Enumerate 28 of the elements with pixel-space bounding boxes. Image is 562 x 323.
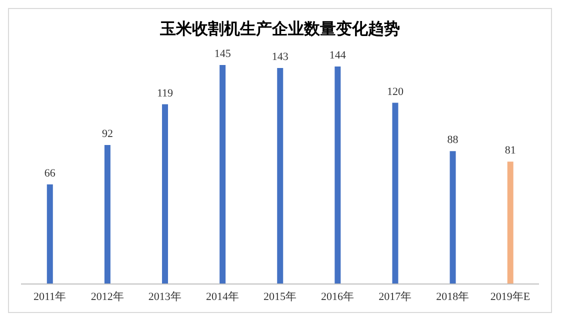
x-tick-label: 2018年 xyxy=(436,290,470,303)
bar xyxy=(392,102,398,284)
x-tick-label: 2019年E xyxy=(490,290,530,303)
data-label: 66 xyxy=(44,167,56,180)
data-label: 145 xyxy=(214,48,232,60)
x-tick-label: 2016年 xyxy=(321,290,354,303)
x-tick-label: 2013年 xyxy=(148,290,182,303)
x-tick-label: 2017年 xyxy=(378,290,412,303)
chart-title: 玉米收割机生产企业数量变化趋势 xyxy=(159,19,401,40)
data-label: 143 xyxy=(272,51,289,64)
bar xyxy=(507,162,514,284)
x-tick-label: 2011年 xyxy=(33,290,66,303)
x-tick-label: 2014年 xyxy=(206,290,239,303)
data-label: 144 xyxy=(329,50,346,62)
data-label: 81 xyxy=(504,144,516,157)
data-label: 88 xyxy=(447,134,459,146)
bar xyxy=(46,184,53,284)
bar xyxy=(220,65,226,284)
x-tick-label: 2015年 xyxy=(264,290,296,303)
data-label: 120 xyxy=(386,86,404,98)
bar xyxy=(450,151,456,284)
data-label: 119 xyxy=(156,87,174,100)
x-tick-label: 2012年 xyxy=(90,290,124,303)
bar xyxy=(104,145,110,284)
data-label: 92 xyxy=(102,128,113,140)
bar xyxy=(334,66,341,284)
bar xyxy=(277,68,284,284)
bar xyxy=(162,104,168,284)
